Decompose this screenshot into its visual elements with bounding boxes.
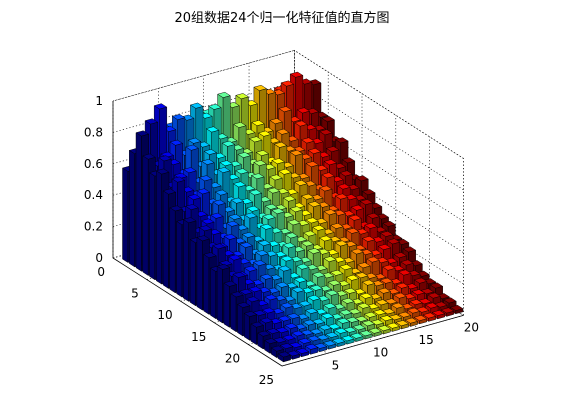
z-tick-label: 1: [95, 94, 103, 108]
bar-side: [169, 207, 176, 294]
bar-front: [373, 331, 382, 337]
bar-side: [162, 190, 169, 289]
bar-side: [149, 172, 156, 281]
bar-front: [283, 354, 291, 363]
feature-tick-label: 0: [97, 265, 105, 279]
bar-side: [189, 239, 196, 307]
bars-group: [121, 71, 464, 363]
dataset-tick-label: 15: [418, 333, 433, 347]
z-tick-label: 0: [95, 251, 103, 265]
bar-front: [337, 341, 346, 347]
bar-front: [428, 315, 437, 322]
bar-front: [437, 313, 446, 320]
bar-side: [203, 253, 210, 315]
bar-d1-f24: [277, 351, 292, 363]
feature-tick-label: 15: [191, 330, 206, 344]
z-tick-label: 0.2: [84, 220, 103, 234]
bar-d1-f20: [250, 321, 265, 346]
feature-tick-label: 10: [157, 308, 172, 322]
bar-side: [196, 237, 203, 311]
feature-tick-label: 5: [131, 287, 139, 301]
bar-front: [319, 346, 328, 353]
bar-side: [237, 303, 244, 337]
bar-front: [355, 336, 364, 342]
bar-side: [183, 219, 189, 302]
chart-title: 20组数据24个归一化特征值的直方图: [174, 10, 389, 26]
bar-side: [243, 312, 250, 341]
bar-front: [401, 323, 409, 330]
bar-side: [135, 132, 142, 272]
feature-tick-label: 20: [225, 351, 240, 365]
bar-d16-f24: [413, 315, 428, 325]
feature-axis-line: [112, 257, 283, 367]
bar-side: [156, 170, 162, 285]
z-tick-label: 0.4: [84, 188, 103, 202]
bar-side: [210, 267, 217, 320]
bar-side: [176, 220, 183, 298]
z-tick-label: 0.8: [84, 125, 103, 139]
bar-d18-f24: [431, 310, 446, 320]
bar-front: [419, 318, 427, 325]
bar-front: [446, 310, 455, 317]
bar-d15-f24: [404, 317, 419, 327]
bar-front: [391, 326, 400, 332]
bar-front: [410, 321, 418, 327]
bar-side: [129, 149, 135, 268]
bar-front: [364, 333, 373, 340]
dataset-tick-label: 5: [332, 358, 340, 372]
bar-front: [328, 343, 337, 350]
bar-front: [455, 308, 464, 315]
bar-d13-f24: [386, 322, 401, 332]
bar-side: [230, 293, 237, 333]
bar-front: [301, 351, 310, 358]
bar-side: [142, 155, 149, 276]
bar-front: [346, 338, 355, 345]
dataset-axis-line: [281, 315, 464, 367]
bar-side: [223, 282, 230, 328]
bar-front: [310, 347, 319, 355]
bar-side: [122, 167, 129, 263]
bar-side: [216, 265, 223, 324]
dataset-tick-label: 10: [373, 346, 388, 360]
z-tick-label: 0.6: [84, 157, 103, 171]
bar-side: [250, 323, 257, 346]
bar-front: [382, 328, 391, 335]
bar-front: [292, 353, 300, 360]
feature-tick-label: 25: [259, 373, 274, 387]
dataset-tick-label: 20: [464, 320, 479, 334]
